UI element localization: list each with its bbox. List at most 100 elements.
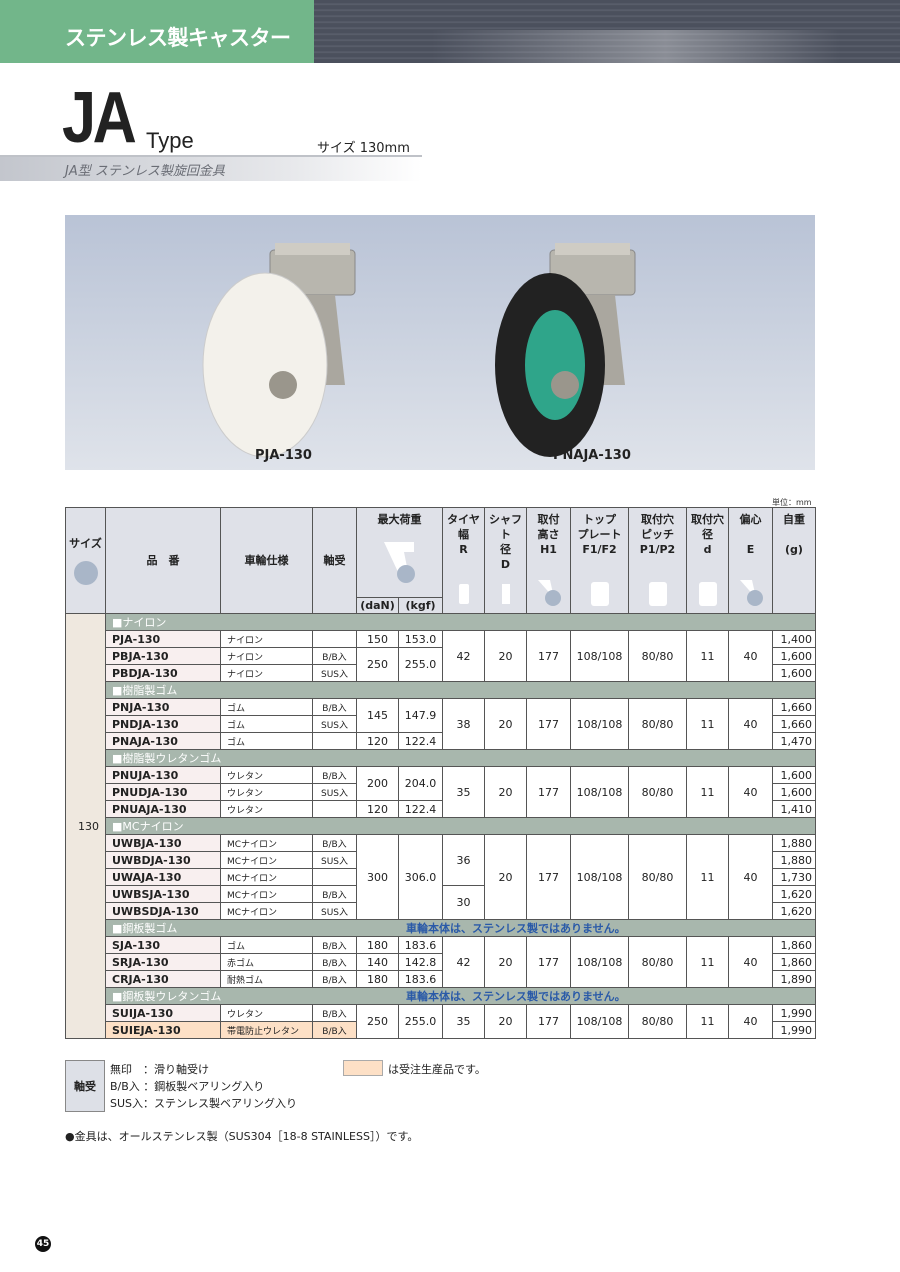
bearing-cell (312, 868, 357, 886)
load-dan-cell: 180 (356, 936, 399, 954)
bearing-cell: B/B入 (312, 698, 357, 716)
table-row: PNUDJA-130 ウレタン SUS入 1,600 (66, 783, 816, 801)
load-dan-cell: 120 (356, 800, 399, 818)
table-row: PNUAJA-130 ウレタン 120 122.4 1,410 (66, 800, 816, 818)
legend-bearing-title: 軸受 (65, 1060, 105, 1112)
hole-dia-cell: 11 (686, 1004, 729, 1039)
weight-cell: 1,600 (772, 647, 816, 665)
shaft-cell: 20 (484, 1004, 527, 1039)
made-to-order-note: は受注生産品です。 (388, 1063, 486, 1076)
load-dan-cell: 145 (356, 698, 399, 733)
model-cell: PJA-130 (105, 630, 221, 648)
wheel-cell: ウレタン (220, 766, 313, 784)
wheel-cell: MCナイロン (220, 868, 313, 886)
table-row: SJA-130 ゴム B/B入 180 183.6 42 20 177 108/108 80/80… (66, 936, 816, 988)
bearing-cell (312, 630, 357, 648)
top-plate-cell: 108/108 (570, 1004, 629, 1039)
bearing-cell: B/B入 (312, 1021, 357, 1039)
model-cell: PNDJA-130 (105, 715, 221, 733)
plate-icon (590, 582, 609, 606)
page-number: 45 (35, 1236, 51, 1252)
size-cell: 130 (65, 613, 106, 1039)
series-name: JA (62, 78, 137, 158)
table-row: SRJA-130 赤ゴム B/B入 140 142.8 1,860 (66, 953, 816, 971)
weight-cell: 1,660 (772, 715, 816, 733)
offset-cell: 40 (728, 834, 773, 920)
model-cell: SRJA-130 (105, 953, 221, 971)
wheel-cell: 耐熱ゴム (220, 970, 313, 988)
load-kgf-cell: 147.9 (398, 698, 443, 733)
table-row: PNJA-130 ゴム B/B入 145 147.9 38 20 177 108/108 80/8… (66, 698, 816, 750)
table-row: UWBSJA-130 MCナイロン B/B入 30 1,620 (66, 885, 816, 920)
unit-label: 単位：mm (772, 498, 812, 507)
hole-pitch-cell: 80/80 (628, 766, 687, 818)
group-header-row: ■樹脂製ゴム (66, 681, 816, 699)
offset-cell: 40 (728, 698, 773, 750)
top-plate-cell: 108/108 (570, 766, 629, 818)
model-cell: UWBSJA-130 (105, 885, 221, 903)
height-cell: 177 (526, 630, 571, 682)
category-title: ステンレス製キャスター (65, 26, 291, 50)
hole-dia-cell: 11 (686, 698, 729, 750)
group-label: ■樹脂製ゴム (112, 684, 178, 697)
load-dan-cell: 140 (356, 953, 399, 971)
spec-table: サイズ 品 番 車輪仕様 軸受 最大荷重 タイヤ 幅 R シャフト 径 D 取付… (65, 507, 816, 1039)
table-row: PJA-130 ナイロン 150 153.0 42 20 177 108/108 80/80 11… (66, 630, 816, 682)
header-metal-band (314, 0, 900, 63)
hole-pitch-cell: 80/80 (628, 698, 687, 750)
wheel-cell: ゴム (220, 715, 313, 733)
group-label-cell: ■ナイロン (105, 613, 816, 631)
load-kgf-cell: 183.6 (398, 970, 443, 988)
bearing-cell: B/B入 (312, 970, 357, 988)
wheel-cell: MCナイロン (220, 902, 313, 920)
shaft-cell: 20 (484, 698, 527, 750)
model-cell: SJA-130 (105, 936, 221, 954)
hole-dia-cell: 11 (686, 936, 729, 988)
load-dan-cell: 250 (356, 1004, 399, 1039)
shaft-cell: 20 (484, 630, 527, 682)
group-header-row: ■樹脂製ウレタンゴム (66, 749, 816, 767)
hole-pitch-cell: 80/80 (628, 936, 687, 988)
group-label: ■樹脂製ウレタンゴム (112, 752, 222, 765)
model-cell: PBJA-130 (105, 647, 221, 665)
wheel-cell: ナイロン (220, 647, 313, 665)
top-plate-cell: 108/108 (570, 936, 629, 988)
header-mount-height: 取付 高さ H1 (526, 507, 571, 614)
top-plate-cell: 108/108 (570, 630, 629, 682)
subtitle-bar (0, 155, 422, 181)
tire-width-cell: 35 (442, 766, 485, 818)
model-cell: UWBDJA-130 (105, 851, 221, 869)
wheel-cell: MCナイロン (220, 851, 313, 869)
hole-pitch-icon (648, 582, 667, 606)
weight-cell: 1,860 (772, 936, 816, 954)
spec-table-body: 130 ■ナイロン PJA-130 ナイロン 150 153.0 42 20 177 108/10… (65, 613, 816, 1039)
hole-pitch-cell: 80/80 (628, 1004, 687, 1039)
table-row: PBDJA-130 ナイロン SUS入 1,600 (66, 664, 816, 682)
weight-cell: 1,890 (772, 970, 816, 988)
bearing-cell (312, 732, 357, 750)
wheel-cell: ウレタン (220, 800, 313, 818)
group-label: ■MCナイロン (112, 820, 184, 833)
group-label: ■ナイロン (112, 616, 167, 629)
hole-dia-cell: 11 (686, 630, 729, 682)
load-dan-cell: 180 (356, 970, 399, 988)
load-kgf-cell: 204.0 (398, 766, 443, 801)
header-top-plate: トップ プレート F1/F2 (570, 507, 629, 614)
bearing-cell: B/B入 (312, 936, 357, 954)
wheel-cell: ウレタン (220, 783, 313, 801)
shaft-cell: 20 (484, 766, 527, 818)
photo-caption-2: PNAJA-130 (553, 448, 631, 463)
load-kgf-cell: 122.4 (398, 800, 443, 818)
weight-cell: 1,470 (772, 732, 816, 750)
weight-cell: 1,860 (772, 953, 816, 971)
bearing-cell: B/B入 (312, 885, 357, 903)
group-header-row: ■MCナイロン (66, 817, 816, 835)
wheel-cell: MCナイロン (220, 834, 313, 852)
model-cell: UWBSDJA-130 (105, 902, 221, 920)
shaft-cell: 20 (484, 936, 527, 988)
wheel-cell: 赤ゴム (220, 953, 313, 971)
group-label-cell: ■鋼板製ウレタンゴム 車輪本体は、ステンレス製ではありません。 (105, 987, 816, 1005)
group-header-row: ■鋼板製ウレタンゴム 車輪本体は、ステンレス製ではありません。 (66, 987, 816, 1005)
bearing-cell: B/B入 (312, 1004, 357, 1022)
wheel-cell: ゴム (220, 698, 313, 716)
